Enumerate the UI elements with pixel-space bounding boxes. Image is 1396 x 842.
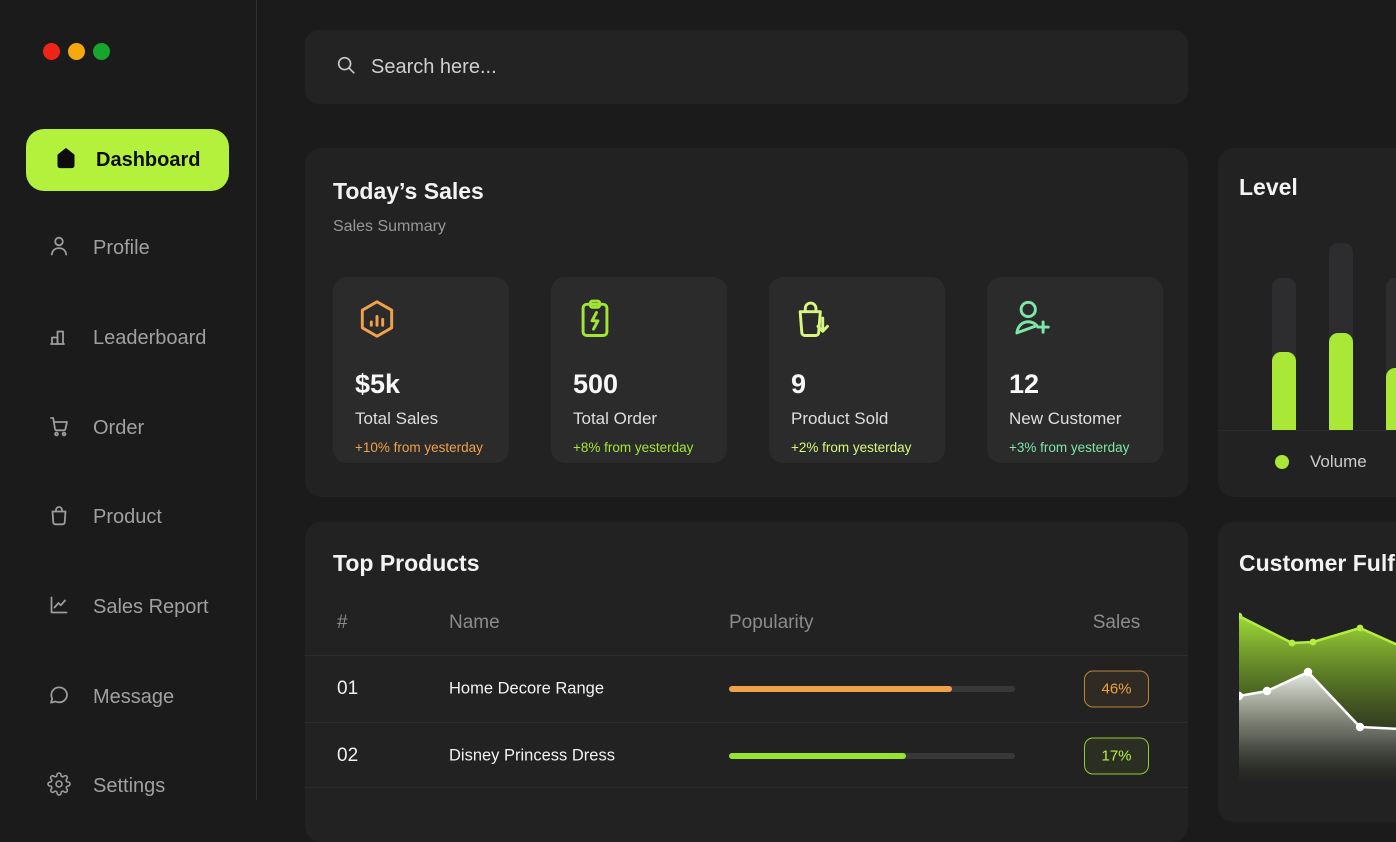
sidebar: Dashboard Profile Leaderboard Order Prod… <box>0 0 257 800</box>
level-bar <box>1386 278 1396 430</box>
stat-card-total-sales: $5k Total Sales +10% from yesterday <box>333 277 509 463</box>
table-row: 01 Home Decore Range 46% <box>305 656 1188 722</box>
cart-icon <box>47 414 71 443</box>
sidebar-item-product[interactable]: Product <box>47 497 162 537</box>
stats-row: $5k Total Sales +10% from yesterday 500 … <box>333 277 1163 463</box>
stat-card-new-customer: 12 New Customer +3% from yesterday <box>987 277 1163 463</box>
search-input[interactable] <box>369 54 1069 80</box>
search-bar <box>305 30 1188 104</box>
column-header-name: Name <box>449 612 500 633</box>
user-plus-icon <box>1009 297 1141 343</box>
sidebar-item-leaderboard[interactable]: Leaderboard <box>47 318 206 358</box>
stat-label: Product Sold <box>791 409 889 428</box>
line-chart-icon <box>47 593 71 622</box>
legend-label: Volume <box>1310 452 1367 471</box>
level-bar <box>1272 278 1296 430</box>
stat-delta: +10% from yesterday <box>355 440 483 455</box>
stat-value: 500 <box>573 369 619 399</box>
sidebar-item-message[interactable]: Message <box>47 677 174 717</box>
level-card: Level Volume <box>1218 148 1396 497</box>
divider <box>1218 430 1396 431</box>
sidebar-item-label: Sales Report <box>93 595 209 618</box>
customer-fulfillment-title: Customer Fulfillment <box>1239 550 1396 576</box>
sidebar-item-label: Product <box>93 505 162 528</box>
table-row: 02 Disney Princess Dress 17% <box>305 723 1188 789</box>
zoom-window-button[interactable] <box>93 43 110 60</box>
stat-value: $5k <box>355 369 401 399</box>
user-icon <box>47 234 71 263</box>
chat-bubble-icon <box>47 683 71 712</box>
sidebar-item-label: Message <box>93 685 175 708</box>
popularity-bar <box>729 753 1015 759</box>
stat-card-product-sold: 9 Product Sold +2% from yesterday <box>769 277 945 463</box>
stat-delta: +2% from yesterday <box>791 440 912 455</box>
stat-label: New Customer <box>1009 409 1122 428</box>
table-header: # Name Popularity Sales <box>305 612 1188 642</box>
stat-value: 12 <box>1009 369 1040 399</box>
legend-dot-volume <box>1275 455 1289 469</box>
column-header-sales: Sales <box>1092 612 1141 633</box>
stat-label: Total Sales <box>355 409 439 428</box>
home-icon <box>54 146 78 175</box>
minimize-window-button[interactable] <box>68 43 85 60</box>
level-bar <box>1329 243 1353 430</box>
stat-card-total-order: 500 Total Order +8% from yesterday <box>551 277 727 463</box>
sales-badge: 17% <box>1084 737 1149 775</box>
close-window-button[interactable] <box>43 43 60 60</box>
top-products-title: Top Products <box>333 550 480 576</box>
product-name: Home Decore Range <box>449 679 604 698</box>
bag-icon <box>47 503 71 532</box>
sidebar-item-label: Settings <box>93 774 166 797</box>
top-products-card: Top Products # Name Popularity Sales 01 … <box>305 522 1188 842</box>
sidebar-item-profile[interactable]: Profile <box>47 228 150 268</box>
level-title: Level <box>1239 174 1298 200</box>
chart-legend: Volume <box>1275 447 1367 477</box>
clipboard-bolt-icon <box>573 297 705 343</box>
bag-arrow-down-icon <box>791 297 923 343</box>
bar-chart-icon <box>47 324 71 353</box>
divider <box>305 722 1188 723</box>
hexagon-chart-icon <box>355 297 487 343</box>
search-icon <box>335 54 357 81</box>
gear-icon <box>47 771 71 801</box>
stat-delta: +8% from yesterday <box>573 440 694 455</box>
sidebar-item-label: Profile <box>93 236 150 259</box>
sales-badge: 46% <box>1084 670 1149 708</box>
todays-sales-card: Today’s Sales Sales Summary $5k Total Sa… <box>305 148 1188 497</box>
sidebar-item-label: Leaderboard <box>93 326 207 349</box>
stat-value: 9 <box>791 369 807 399</box>
sidebar-item-label: Dashboard <box>96 148 201 171</box>
customer-fulfillment-card: Customer Fulfillment <box>1218 522 1396 822</box>
product-name: Disney Princess Dress <box>449 746 615 765</box>
sidebar-item-sales-report[interactable]: Sales Report <box>47 587 209 627</box>
divider <box>305 655 1188 656</box>
popularity-bar <box>729 686 1015 692</box>
stat-label: Total Order <box>573 409 658 428</box>
sidebar-item-label: Order <box>93 416 145 439</box>
divider <box>305 787 1188 788</box>
column-header-popularity: Popularity <box>729 612 814 633</box>
sidebar-item-order[interactable]: Order <box>47 408 144 448</box>
sales-summary-subtitle: Sales Summary <box>333 218 446 235</box>
sidebar-item-settings[interactable]: Settings <box>47 766 165 806</box>
sidebar-item-dashboard[interactable]: Dashboard <box>26 129 229 191</box>
fulfillment-area-chart <box>1239 612 1396 780</box>
window-controls <box>43 43 110 60</box>
row-number: 01 <box>337 678 359 699</box>
stat-delta: +3% from yesterday <box>1009 440 1130 455</box>
todays-sales-title: Today’s Sales <box>333 178 484 204</box>
row-number: 02 <box>337 745 359 766</box>
column-header-number: # <box>337 612 348 633</box>
